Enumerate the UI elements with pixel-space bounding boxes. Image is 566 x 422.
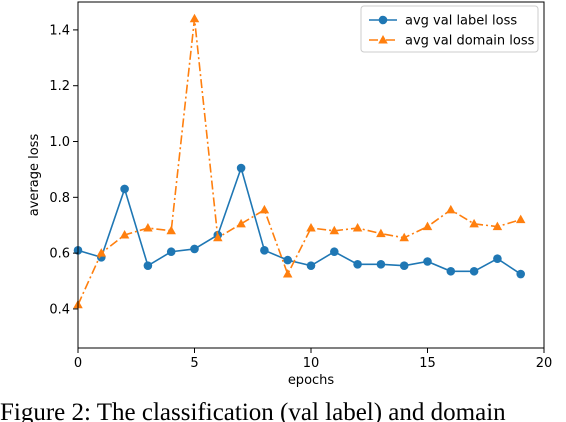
series-1-point <box>120 184 129 194</box>
series-1-point <box>423 257 432 266</box>
series-2-point <box>306 223 316 232</box>
legend: avg val label loss avg val domain loss <box>360 5 539 53</box>
series-2-point <box>329 225 340 235</box>
series-1-point <box>260 246 269 255</box>
series-2-point <box>492 221 503 231</box>
series-line-2 <box>77 18 521 306</box>
series-2-point <box>189 13 200 23</box>
series-2-point <box>282 269 293 278</box>
series-2-point <box>143 223 153 232</box>
series-2-point <box>399 232 409 242</box>
legend-entry-1: avg val label loss <box>405 14 517 29</box>
x-tick-label: 15 <box>419 356 436 371</box>
y-tick-label: 1.2 <box>49 79 70 94</box>
series-2-point <box>259 204 270 214</box>
series-2-point <box>119 229 130 239</box>
figure-caption: Figure 2: The classification (val label)… <box>0 399 506 422</box>
series-1-point <box>376 259 386 269</box>
x-axis-label: epochs <box>288 373 335 388</box>
series-1-point <box>469 266 479 276</box>
series-2-point <box>213 232 223 242</box>
y-tick-label: 1.0 <box>49 135 70 150</box>
series-2-point <box>376 228 386 238</box>
y-tick-label: 0.6 <box>49 247 70 262</box>
series-1-point <box>236 163 246 173</box>
y-tick-label: 0.4 <box>49 302 70 317</box>
x-tick-label: 0 <box>74 356 82 371</box>
series-2-point <box>236 218 246 228</box>
y-axis-label: average loss <box>27 134 42 217</box>
series-1-point <box>493 254 502 264</box>
series-2-point <box>422 221 433 231</box>
series-1-point <box>353 259 362 269</box>
axes-frame <box>77 1 545 349</box>
series-1-point <box>446 266 456 276</box>
plot-area: 0 5 10 15 20 0.4 0.6 0.8 1.0 1.2 1.4 epochs average … <box>27 1 553 388</box>
series-1-point <box>190 244 199 254</box>
series-1-point <box>399 261 409 270</box>
series-1-point <box>306 261 316 270</box>
y-tick-label: 1.4 <box>49 23 70 38</box>
series-2-point <box>96 248 107 257</box>
loss-chart: 0 5 10 15 20 0.4 0.6 0.8 1.0 1.2 1.4 epochs average … <box>27 1 553 388</box>
x-tick-label: 5 <box>190 356 198 371</box>
series-line-1 <box>77 165 522 275</box>
legend-box <box>360 5 539 53</box>
series-2-point <box>446 204 456 214</box>
x-tick-label: 20 <box>536 356 553 371</box>
legend-entry-2: avg val domain loss <box>405 34 535 49</box>
legend-marker-1 <box>378 15 388 25</box>
legend-marker-2 <box>378 35 388 44</box>
series-1-point <box>166 247 176 257</box>
series-1-point <box>330 247 339 257</box>
series-1-point <box>143 261 153 270</box>
series-1-point <box>516 269 525 279</box>
series-2-point <box>166 225 176 235</box>
x-tick-label: 10 <box>303 356 320 371</box>
series-2-point <box>352 223 363 232</box>
series-2-point <box>515 214 526 224</box>
series-2-point <box>469 218 479 228</box>
series-1-point <box>283 255 293 265</box>
y-tick-label: 0.8 <box>49 191 70 206</box>
